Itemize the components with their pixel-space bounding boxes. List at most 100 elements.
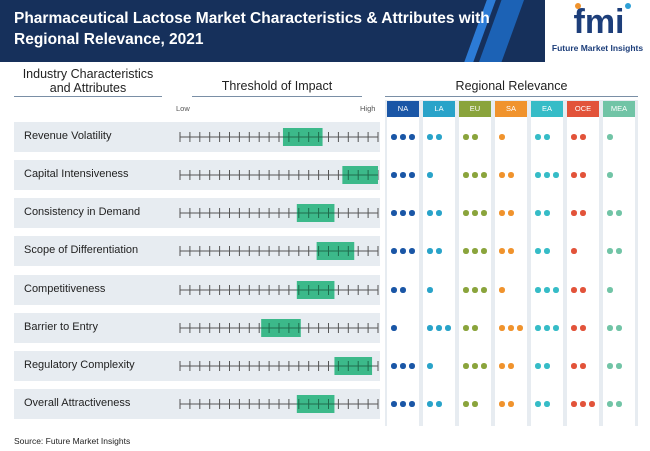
relevance-dot-na (400, 210, 406, 216)
attribute-label: Barrier to Entry (24, 321, 98, 333)
section-underline (192, 96, 362, 97)
relevance-dot-ea (535, 210, 541, 216)
logo-mark-text: fmi (574, 3, 625, 40)
impact-scale (179, 319, 379, 337)
relevance-dot-la (427, 134, 433, 140)
relevance-dot-oce (580, 210, 586, 216)
relevance-dot-mea (616, 363, 622, 369)
relevance-dot-eu (463, 134, 469, 140)
relevance-dot-eu (472, 248, 478, 254)
region-header-na: NA (387, 101, 419, 117)
relevance-dot-eu (481, 172, 487, 178)
relevance-dot-eu (463, 210, 469, 216)
region-header-mea: MEA (603, 101, 635, 117)
attribute-label: Capital Intensiveness (24, 168, 129, 180)
relevance-dot-na (400, 134, 406, 140)
relevance-dot-ea (535, 134, 541, 140)
relevance-dot-na (400, 363, 406, 369)
relevance-dot-sa (499, 134, 505, 140)
relevance-dot-na (409, 210, 415, 216)
relevance-dot-sa (499, 363, 505, 369)
logo-mark: fmi (574, 3, 631, 40)
relevance-dot-sa (508, 325, 514, 331)
impact-scale (179, 357, 379, 375)
relevance-dot-sa (499, 210, 505, 216)
relevance-dot-ea (535, 325, 541, 331)
relevance-dot-la (445, 325, 451, 331)
region-column-eu (459, 117, 491, 426)
scale-low-label: Low (176, 104, 190, 113)
relevance-dot-mea (607, 210, 613, 216)
relevance-dot-oce (589, 401, 595, 407)
relevance-dot-mea (607, 401, 613, 407)
relevance-dot-oce (571, 401, 577, 407)
region-column-na (387, 117, 419, 426)
relevance-dot-na (391, 134, 397, 140)
fmi-logo: fmi Future Market Insights (545, 0, 650, 62)
impact-scale (179, 128, 379, 146)
relevance-dot-la (427, 401, 433, 407)
relevance-dot-mea (607, 325, 613, 331)
relevance-dot-sa (508, 248, 514, 254)
relevance-dot-eu (481, 363, 487, 369)
relevance-dot-la (427, 172, 433, 178)
relevance-dot-oce (571, 287, 577, 293)
attribute-label: Competitiveness (24, 283, 106, 295)
header-bar (0, 0, 650, 62)
relevance-dot-oce (580, 363, 586, 369)
relevance-dot-eu (463, 363, 469, 369)
impact-scale (179, 395, 379, 413)
region-header-sa: SA (495, 101, 527, 117)
impact-scale (179, 166, 379, 184)
relevance-dot-na (391, 248, 397, 254)
relevance-dot-la (436, 248, 442, 254)
relevance-dot-oce (580, 172, 586, 178)
relevance-dot-mea (616, 210, 622, 216)
relevance-dot-na (391, 172, 397, 178)
section-underline (385, 96, 638, 97)
relevance-dot-eu (463, 401, 469, 407)
section-heading-threshold: Threshold of Impact (221, 79, 333, 93)
relevance-dot-eu (463, 172, 469, 178)
relevance-dot-sa (508, 172, 514, 178)
relevance-dot-ea (544, 401, 550, 407)
relevance-dot-eu (472, 172, 478, 178)
relevance-dot-eu (472, 363, 478, 369)
relevance-dot-na (400, 287, 406, 293)
relevance-dot-la (436, 134, 442, 140)
relevance-dot-eu (481, 248, 487, 254)
relevance-dot-mea (607, 172, 613, 178)
relevance-dot-na (409, 134, 415, 140)
relevance-dot-oce (580, 287, 586, 293)
relevance-dot-na (409, 248, 415, 254)
relevance-dot-mea (616, 401, 622, 407)
relevance-dot-ea (535, 287, 541, 293)
relevance-dot-na (391, 210, 397, 216)
relevance-dot-oce (580, 134, 586, 140)
relevance-dot-mea (616, 248, 622, 254)
attribute-label: Overall Attractiveness (24, 397, 131, 409)
relevance-dot-ea (553, 287, 559, 293)
relevance-dot-oce (571, 363, 577, 369)
relevance-dot-oce (571, 210, 577, 216)
relevance-dot-la (436, 401, 442, 407)
relevance-dot-mea (607, 363, 613, 369)
section-heading-regional: Regional Relevance (455, 79, 568, 93)
relevance-dot-sa (499, 401, 505, 407)
relevance-dot-la (427, 287, 433, 293)
relevance-dot-mea (616, 325, 622, 331)
relevance-dot-eu (481, 210, 487, 216)
region-column-sa (495, 117, 527, 426)
source-note: Source: Future Market Insights (14, 436, 131, 446)
attribute-label: Scope of Differentiation (24, 244, 139, 256)
chart-title: Pharmaceutical Lactose Market Characteri… (14, 10, 490, 48)
relevance-dot-na (409, 172, 415, 178)
relevance-dot-la (427, 363, 433, 369)
relevance-dot-sa (508, 363, 514, 369)
relevance-dot-na (391, 325, 397, 331)
relevance-dot-na (409, 401, 415, 407)
relevance-dot-ea (544, 210, 550, 216)
relevance-dot-ea (544, 287, 550, 293)
impact-scale (179, 281, 379, 299)
